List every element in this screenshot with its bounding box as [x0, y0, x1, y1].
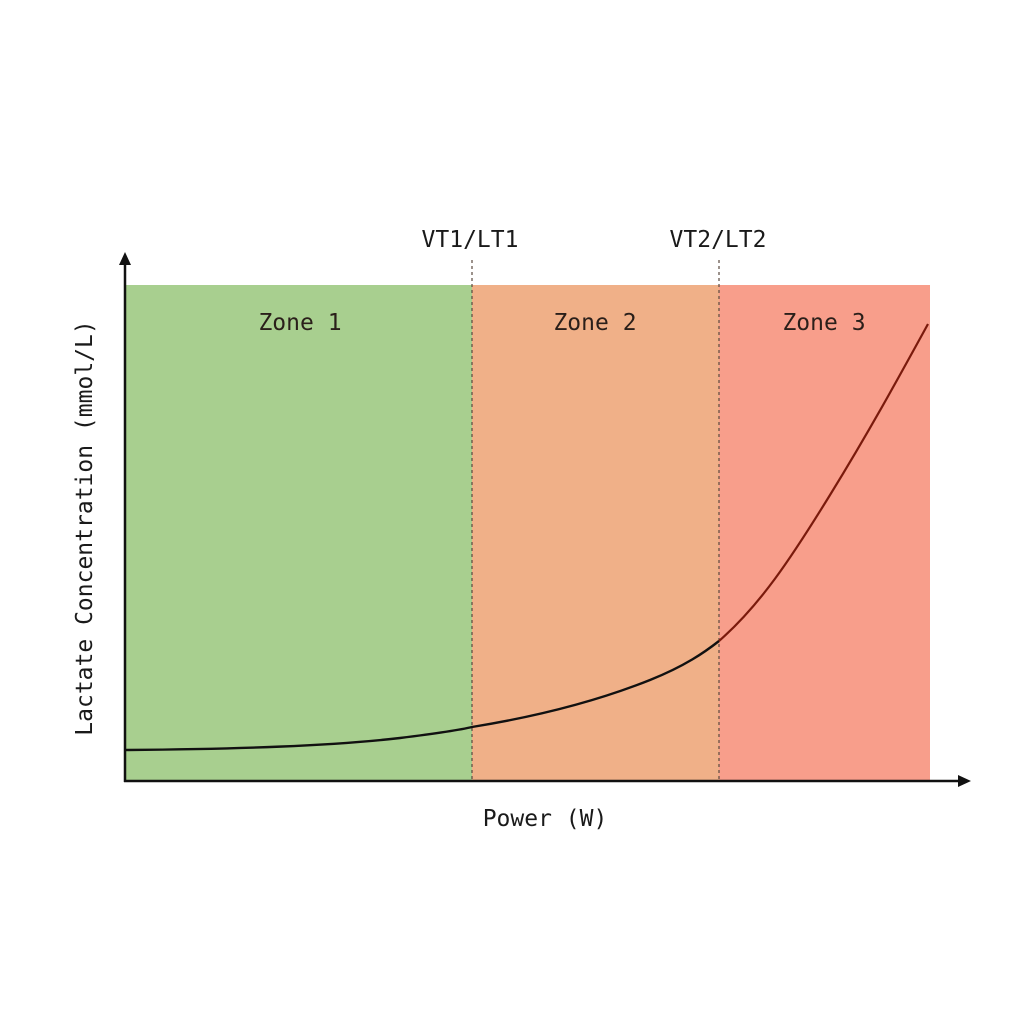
lactate-curve-high — [718, 323, 929, 642]
zone-2-band — [472, 285, 719, 781]
zone-3-label: Zone 3 — [782, 310, 865, 336]
vt1-label: VT1/LT1 — [422, 227, 519, 253]
zone-1-label: Zone 1 — [258, 310, 341, 336]
x-axis-arrow-icon — [958, 775, 971, 787]
vt2-label: VT2/LT2 — [670, 227, 767, 253]
zone-2-label: Zone 2 — [553, 310, 636, 336]
x-axis-label: Power (W) — [483, 806, 608, 832]
zone-3-band — [719, 285, 930, 781]
y-axis-arrow-icon — [119, 252, 131, 265]
y-axis-label: Lactate Concentration (mmol/L) — [72, 320, 98, 735]
lactate-curve-low — [125, 640, 720, 752]
zone-1-band — [126, 285, 472, 781]
